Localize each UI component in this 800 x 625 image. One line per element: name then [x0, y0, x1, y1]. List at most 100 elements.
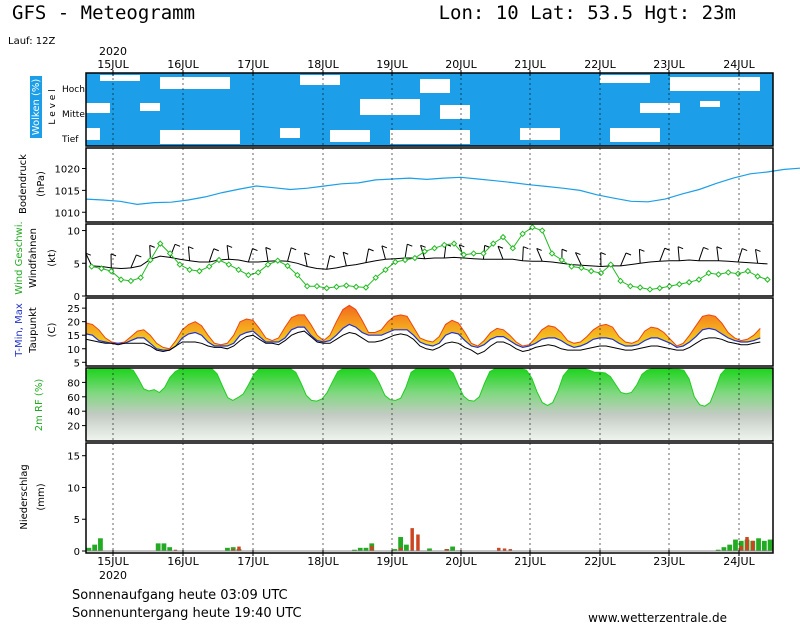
- bottom-day-labels: 15JUL 16JUL 17JUL 18JUL 19JUL 20JUL 21JU…: [97, 555, 755, 568]
- wind-point: [294, 271, 301, 279]
- wind-point: [323, 284, 330, 292]
- wind-barb-feather: [381, 245, 388, 249]
- panel-frame: [85, 147, 774, 223]
- cloud-panel: Wolken (%) L e v e l Hoch Mittel Tief: [30, 73, 773, 146]
- wind-barb-feather: [407, 243, 413, 247]
- humidity-panel: 2m RF (%) 20 40 60 80: [34, 368, 773, 440]
- wind-point: [695, 276, 703, 283]
- wind-point: [509, 245, 517, 252]
- wind-point: [254, 269, 262, 276]
- wind-point: [499, 233, 507, 241]
- precip-bar-red: [231, 549, 235, 551]
- wind-point: [421, 248, 428, 255]
- wind-point: [176, 261, 184, 268]
- y-tick-label: 25: [67, 304, 80, 315]
- wind-point: [225, 261, 233, 268]
- wind-ylabel: Wind Geschwi.: [14, 221, 25, 294]
- temperature-panel: T-Min, Max Taupunkt (C) 5 10 15 20 25: [14, 303, 761, 369]
- wind-speed-line: [91, 226, 768, 291]
- temp-ylabel: T-Min, Max: [14, 303, 25, 358]
- wind-barbs: [85, 243, 761, 270]
- precip-bar-green: [450, 546, 455, 551]
- precip-bar-red: [445, 549, 449, 551]
- wind-barb-feather: [368, 248, 374, 252]
- cloud-level-high: Hoch: [62, 85, 85, 95]
- cloud-gap: [100, 75, 140, 81]
- wind-point: [382, 266, 389, 274]
- wind-point: [754, 273, 761, 280]
- wind-barb: [638, 249, 641, 264]
- precip-unit: (mm): [36, 483, 47, 510]
- wind-point: [117, 276, 125, 283]
- wind-point: [215, 256, 223, 264]
- precip-bar-green: [427, 548, 432, 551]
- panel-frame: [85, 72, 774, 147]
- website-link[interactable]: www.wetterzentrale.de: [588, 611, 727, 625]
- wind-ylabel-barbs: Windfahnen: [28, 228, 39, 288]
- precip-bar-green: [92, 544, 98, 551]
- wind-barb: [303, 252, 308, 267]
- wind-barb: [326, 255, 331, 270]
- wind-panel: Wind Geschwi. Windfahnen (kt) 0 5 10: [14, 221, 771, 303]
- wind-point: [666, 282, 673, 290]
- cloud-level-mid: Mittel: [62, 110, 87, 120]
- wind-series: [88, 224, 771, 293]
- cloud-level-low: Tief: [61, 135, 79, 145]
- humidity-area: [86, 368, 773, 440]
- wind-point: [284, 262, 291, 270]
- wind-barb-feather: [625, 252, 632, 256]
- wind-ticks: 0 5 10: [67, 227, 86, 303]
- cloud-cover-shapes: [86, 75, 760, 144]
- precip-bar-green: [161, 543, 167, 551]
- precip-bar-red: [745, 537, 749, 551]
- wind-point: [441, 241, 448, 249]
- pressure-line: [85, 167, 800, 206]
- year-label-bottom: 2020: [99, 569, 127, 582]
- y-tick-label: 40: [67, 407, 80, 418]
- day-label: 20JUL: [445, 555, 477, 568]
- temperature-ticks: 5 10 15 20 25: [67, 304, 86, 369]
- wind-barb: [208, 248, 215, 263]
- wind-point: [705, 269, 712, 277]
- wind-unit: (kt): [47, 249, 58, 267]
- wind-mean-line: [91, 255, 768, 270]
- y-tick-label: 1020: [55, 165, 80, 176]
- precip-bar-red: [502, 548, 507, 551]
- day-label: 22JUL: [584, 58, 616, 71]
- wind-point: [725, 269, 732, 276]
- wind-barb-feather: [484, 244, 490, 248]
- wind-barb-feather: [290, 247, 297, 251]
- wind-barb: [265, 247, 269, 262]
- wind-point: [362, 284, 370, 291]
- sunrise-text: Sonnenaufgang heute 03:09 UTC: [72, 588, 288, 603]
- location-info: Lon: 10 Lat: 53.5 Hgt: 23m: [439, 2, 736, 24]
- cloud-ylabel-level: L e v e l: [48, 89, 58, 124]
- wind-barb-feather: [304, 252, 310, 256]
- wind-point: [98, 265, 105, 272]
- wind-barb: [497, 246, 504, 260]
- cloud-gap: [440, 105, 470, 119]
- wind-barb-feather: [459, 244, 465, 248]
- precip-bar-green: [404, 544, 409, 551]
- day-label: 21JUL: [514, 58, 546, 71]
- precip-bar-red: [508, 549, 513, 551]
- wind-barb: [247, 248, 253, 263]
- y-tick-label: 10: [67, 227, 80, 238]
- pressure-panel: Bodendruck (hPa) 1010 1015 1020: [18, 154, 800, 219]
- wind-point: [333, 283, 340, 291]
- wind-barb-feather: [329, 255, 336, 258]
- dewpoint-line: [85, 330, 761, 355]
- wind-barb: [287, 247, 292, 262]
- cloud-gap: [600, 75, 650, 83]
- y-tick-label: 20: [67, 422, 80, 433]
- wind-point: [558, 256, 565, 264]
- wind-point: [578, 264, 585, 272]
- wind-barb: [575, 252, 582, 266]
- wind-point: [431, 245, 438, 252]
- y-tick-label: 15: [67, 331, 80, 342]
- label-box-clouds: [30, 76, 42, 138]
- meteogram-title: GFS - Meteogramm: [12, 2, 195, 24]
- humidity-ylabel: 2m RF (%): [34, 379, 45, 432]
- precip-bar-red: [237, 546, 241, 551]
- wind-point: [274, 257, 281, 264]
